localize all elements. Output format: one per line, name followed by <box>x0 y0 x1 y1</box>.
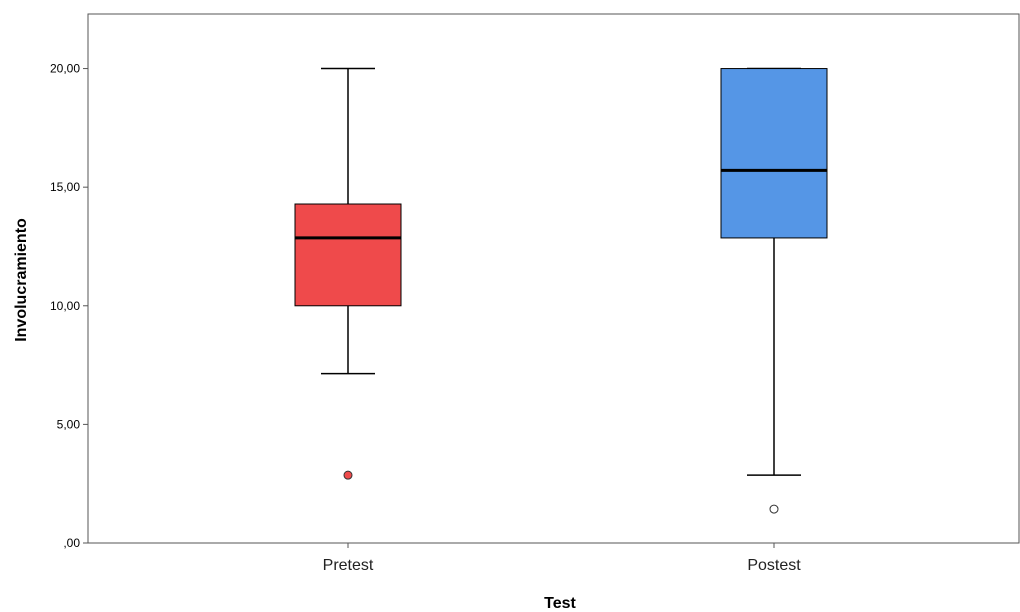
y-axis-title: Involucramiento <box>13 218 30 342</box>
box-pretest <box>294 67 402 480</box>
x-axis-title: Test <box>544 595 576 612</box>
y-tick-label: ,00 <box>63 536 80 550</box>
box-postest <box>720 67 828 514</box>
plot-frame <box>87 13 1020 544</box>
boxes-group <box>294 67 828 514</box>
y-tick-label: 20,00 <box>50 62 80 76</box>
x-axis-labels: Pretest Postest <box>323 543 801 574</box>
iqr-box <box>294 203 402 307</box>
x-category-label: Postest <box>747 557 801 574</box>
y-tick-label: 15,00 <box>50 180 80 194</box>
iqr-box <box>720 68 828 239</box>
outlier-point <box>769 504 779 514</box>
x-category-label: Pretest <box>323 557 374 574</box>
y-tick-label: 10,00 <box>50 299 80 313</box>
y-axis-ticks: ,00 5,00 10,00 15,00 20,00 <box>50 62 88 550</box>
y-tick-label: 5,00 <box>57 417 81 431</box>
outlier-point <box>343 470 353 480</box>
